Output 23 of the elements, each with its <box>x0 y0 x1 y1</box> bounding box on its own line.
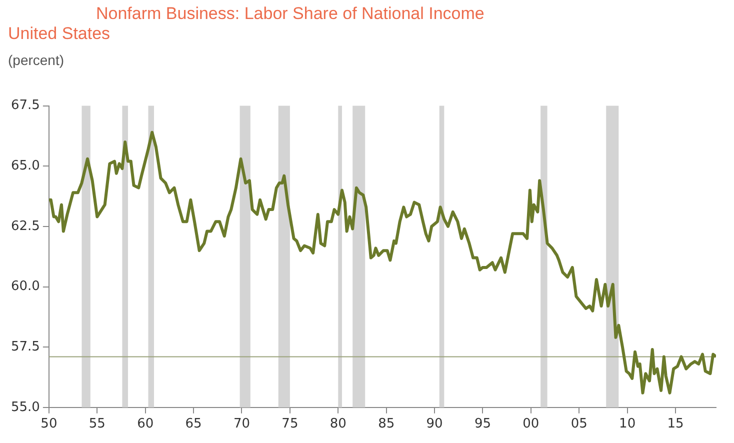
chart-title: Nonfarm Business: Labor Share of National Income <box>96 4 484 24</box>
y-tick-label: 57.5 <box>10 339 40 354</box>
x-tick-label: 80 <box>330 416 346 432</box>
x-tick-label: 65 <box>185 416 202 432</box>
x-tick-label: 00 <box>522 416 540 432</box>
x-tick-label: 15 <box>667 416 684 432</box>
y-tick-label: 65.0 <box>10 158 40 174</box>
x-tick-label: 55 <box>88 416 106 432</box>
x-tick-label: 05 <box>570 416 588 432</box>
y-tick-label: 60.0 <box>10 279 40 294</box>
x-tick-label: 90 <box>426 416 443 432</box>
x-tick-label: 85 <box>378 416 395 432</box>
y-tick-label: 67.5 <box>10 98 40 114</box>
x-tick-label: 10 <box>619 416 636 432</box>
y-tick-label: 62.5 <box>10 218 40 234</box>
x-tick-label: 75 <box>282 416 298 432</box>
y-axis-title: (percent) <box>8 52 64 68</box>
chart-subtitle: United States <box>8 24 110 44</box>
y-tick-label: 55.0 <box>10 400 40 415</box>
x-tick-label: 70 <box>233 416 250 432</box>
x-tick-label: 50 <box>40 416 58 432</box>
x-tick-label: 60 <box>137 416 154 432</box>
x-tick-label: 95 <box>474 416 491 432</box>
